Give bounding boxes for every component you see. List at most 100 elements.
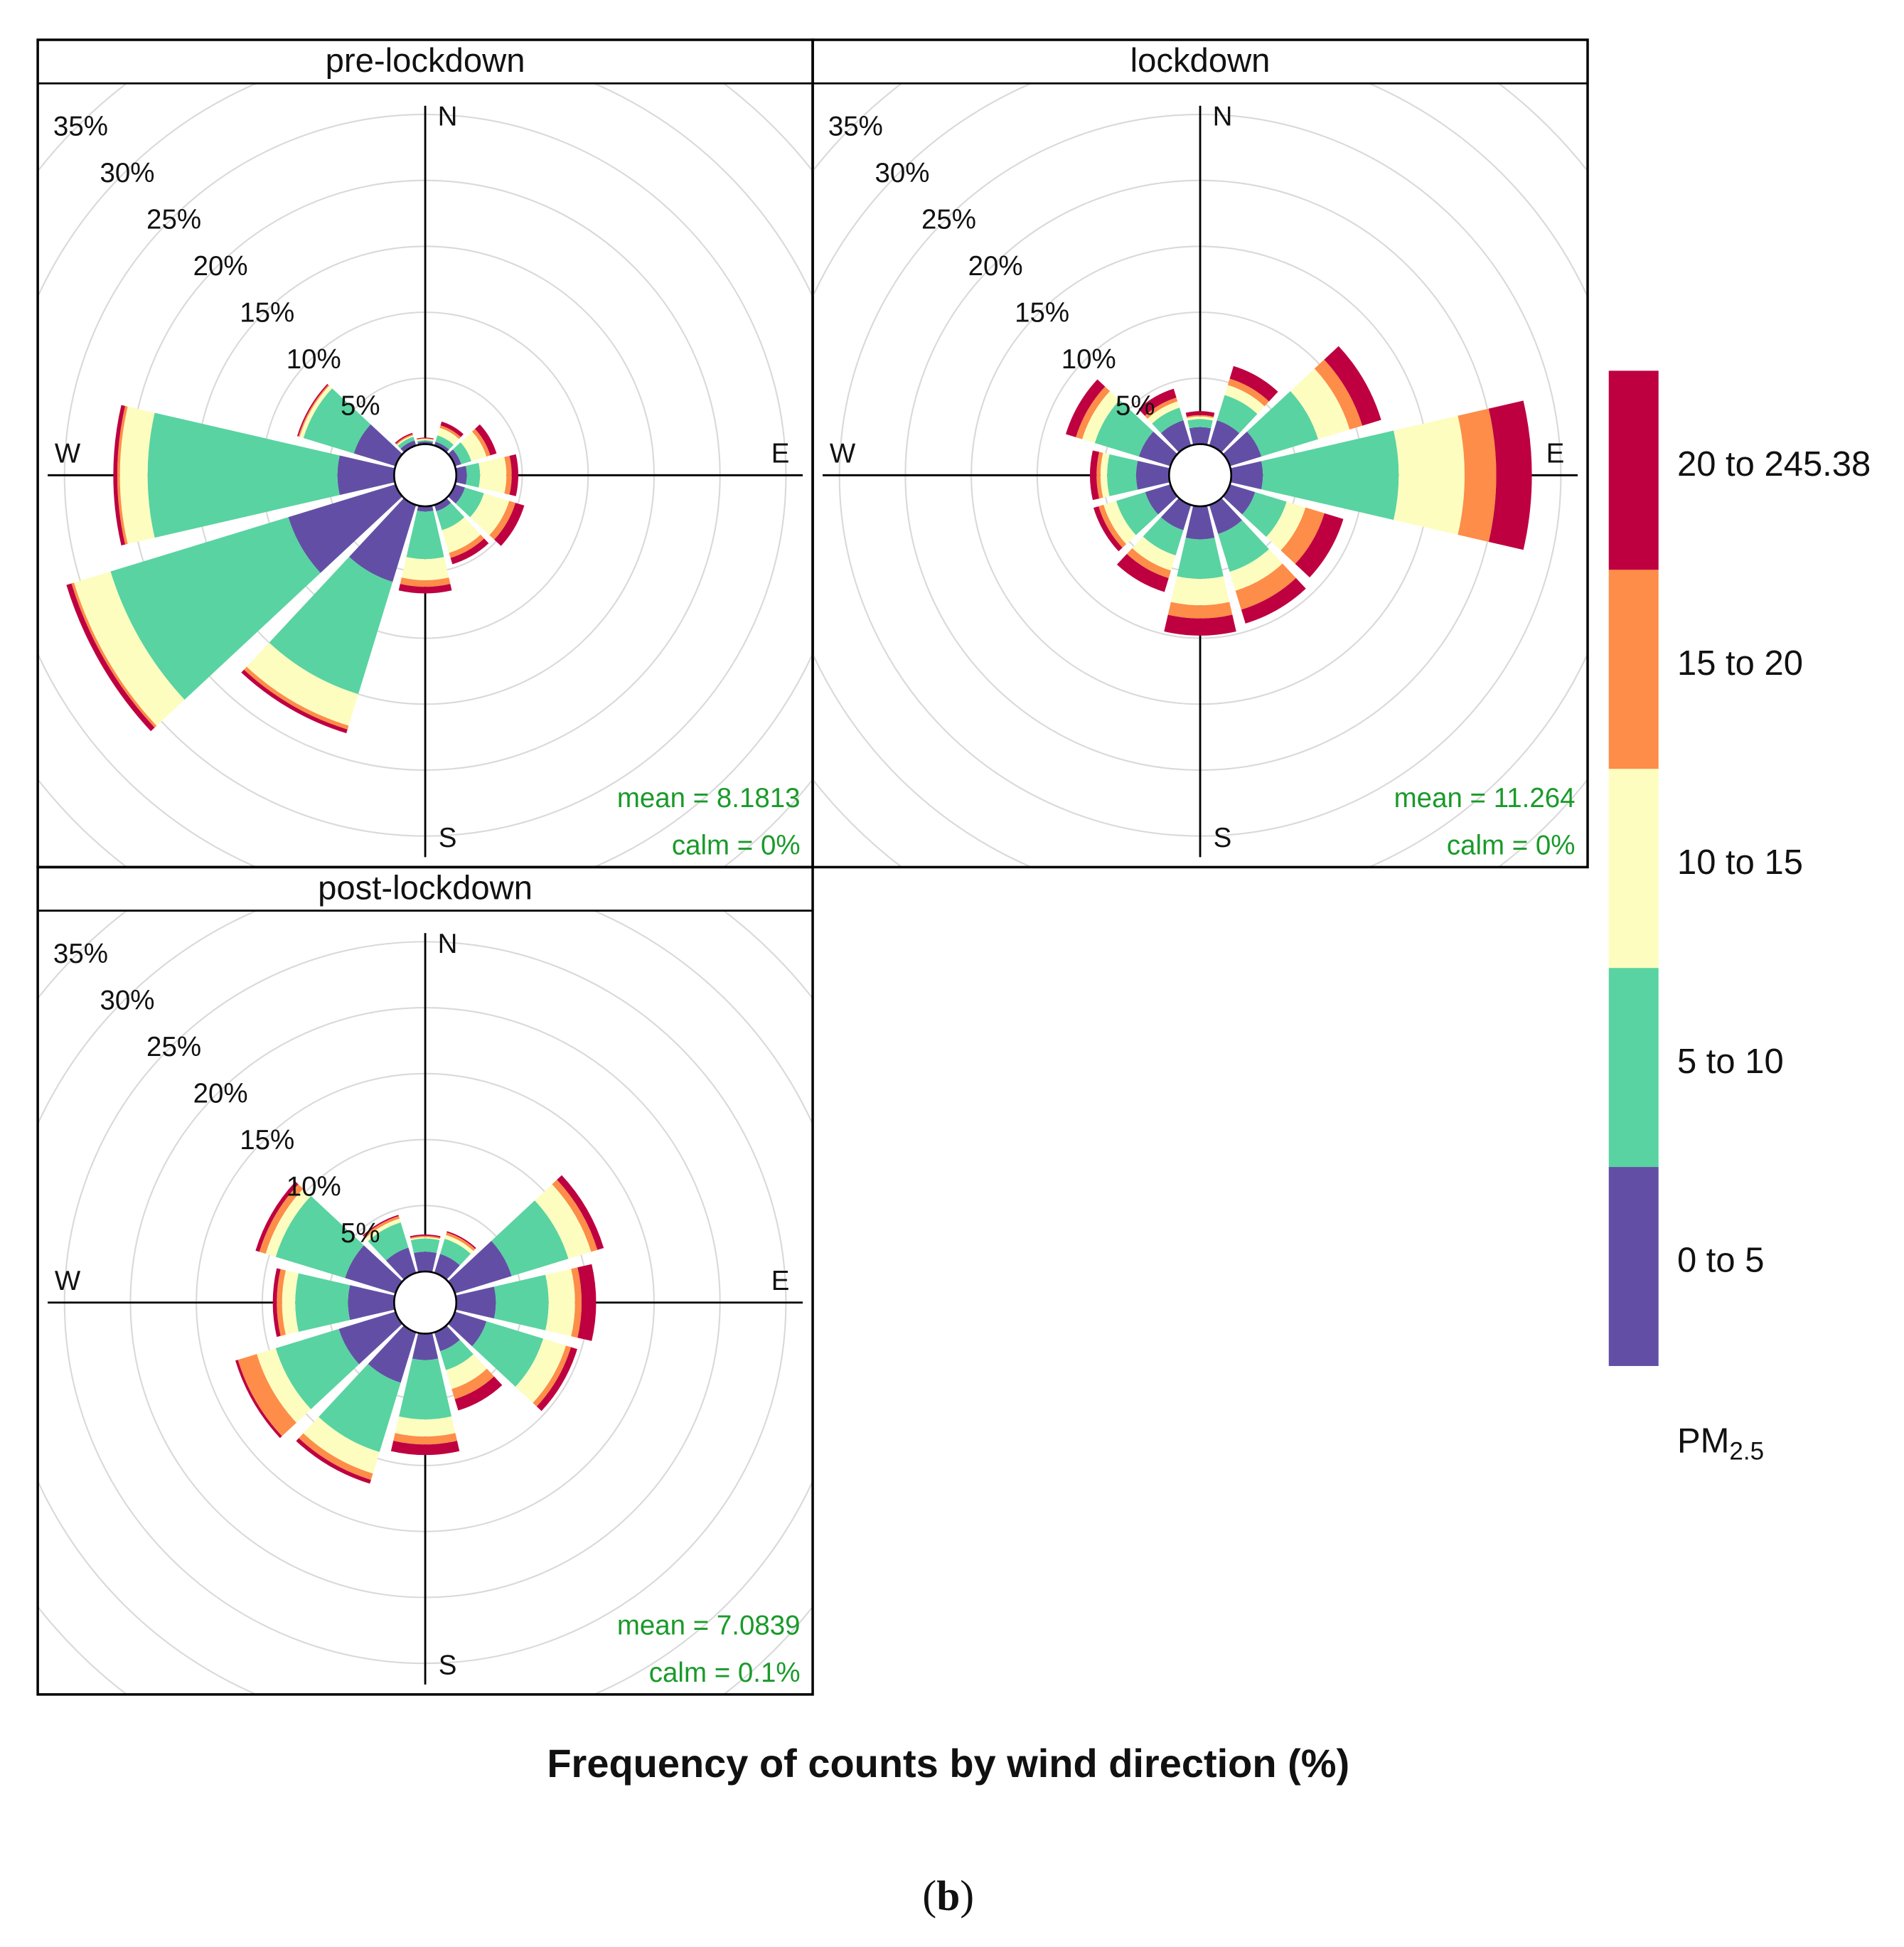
legend-swatch xyxy=(1608,769,1659,969)
wedge xyxy=(1185,411,1215,417)
wedge xyxy=(1126,548,1172,579)
wedge xyxy=(395,432,413,444)
wedge xyxy=(1116,491,1158,535)
wedge xyxy=(255,1181,299,1252)
wedge xyxy=(494,503,525,546)
wedge xyxy=(450,538,489,565)
wedge xyxy=(504,455,512,495)
wedge xyxy=(552,1180,598,1252)
wedge xyxy=(1066,379,1106,437)
wedge xyxy=(410,1238,440,1254)
wedge xyxy=(282,1270,299,1335)
ring-label: 30% xyxy=(100,158,155,188)
wedge xyxy=(417,439,434,442)
wedge xyxy=(1224,385,1265,415)
wedge xyxy=(434,442,449,453)
ring-label: 25% xyxy=(921,204,976,235)
ring-label: 10% xyxy=(287,344,341,375)
panel-frame xyxy=(811,38,1589,869)
wedge xyxy=(417,505,434,512)
wedge xyxy=(545,1269,575,1337)
wedge xyxy=(466,462,481,488)
wedge xyxy=(1177,538,1224,580)
wedge xyxy=(535,1184,592,1259)
wedge xyxy=(1230,461,1263,490)
wedge xyxy=(1295,513,1344,577)
ring-label: 20% xyxy=(968,251,1023,282)
panel: 5%10% 15% 20% 25% 30% 35% N E S W xyxy=(38,910,813,1695)
wedge xyxy=(455,487,484,518)
wedge xyxy=(1280,507,1325,565)
wedge xyxy=(439,1340,474,1370)
wedge xyxy=(406,511,444,560)
wedge xyxy=(533,1345,572,1407)
ring-label: 15% xyxy=(1015,298,1069,329)
wedge xyxy=(269,557,393,695)
wedge xyxy=(275,1328,360,1409)
wedge xyxy=(353,424,403,466)
direction-label: E xyxy=(771,1266,790,1296)
wedge xyxy=(74,571,185,726)
wedge xyxy=(348,1285,395,1321)
mean-label: mean = 7.0839 xyxy=(617,1611,801,1641)
wedge xyxy=(434,1254,460,1280)
wedge xyxy=(399,1358,452,1420)
wedge xyxy=(493,1274,549,1330)
mean-label: mean = 8.1813 xyxy=(617,783,801,814)
figure-label: (b) xyxy=(922,1872,974,1919)
wedge xyxy=(1229,366,1278,402)
wedge xyxy=(1216,395,1258,434)
wedge xyxy=(363,1215,399,1237)
wedge xyxy=(475,424,497,456)
direction-label: W xyxy=(55,1266,81,1296)
wedge xyxy=(119,406,155,544)
wedge xyxy=(1223,431,1262,466)
wedge xyxy=(478,457,507,494)
wedge xyxy=(448,1241,512,1293)
ring-label: 15% xyxy=(240,298,294,329)
wedge xyxy=(1116,553,1169,592)
wedge xyxy=(1107,454,1138,496)
wedge xyxy=(1135,461,1170,490)
wedge xyxy=(368,1222,409,1261)
wedge xyxy=(303,1417,380,1474)
wedge xyxy=(449,534,485,558)
wedge xyxy=(365,1218,401,1242)
wedge xyxy=(288,484,403,573)
mean-label: mean = 11.264 xyxy=(1394,783,1576,814)
legend-swatch xyxy=(1608,370,1659,570)
wedge xyxy=(265,1188,311,1257)
wedge xyxy=(1093,506,1123,552)
wedge xyxy=(1082,390,1120,443)
wedge xyxy=(349,498,417,582)
caption: Frequency of counts by wind direction (%… xyxy=(547,1741,1349,1786)
legend-label: 10 to 15 xyxy=(1677,843,1803,882)
ring-label: 25% xyxy=(146,1032,201,1062)
wedge xyxy=(296,1438,371,1484)
wedge xyxy=(1094,400,1154,457)
calm-circle xyxy=(1167,443,1233,508)
legend-swatch xyxy=(1608,1167,1659,1366)
wedge xyxy=(147,412,340,538)
wedge xyxy=(277,1269,286,1336)
wedge xyxy=(1100,452,1110,498)
wedge xyxy=(455,466,467,485)
wedge xyxy=(1229,549,1283,591)
ring-label: 25% xyxy=(146,204,201,235)
ring-label: 5% xyxy=(341,1218,380,1249)
wedge xyxy=(439,425,461,439)
wedge xyxy=(470,493,510,535)
wedge xyxy=(241,669,348,734)
wedge xyxy=(440,421,464,437)
ring-label: 35% xyxy=(828,111,883,142)
direction-label: S xyxy=(1214,823,1232,853)
wedge xyxy=(363,1216,400,1239)
wedge xyxy=(571,1267,582,1338)
wedge xyxy=(437,427,459,445)
wedge xyxy=(1160,498,1192,530)
wedge xyxy=(1324,346,1381,426)
wedge xyxy=(1147,401,1180,424)
ring-label: 30% xyxy=(875,158,929,188)
wedge xyxy=(395,1416,456,1437)
